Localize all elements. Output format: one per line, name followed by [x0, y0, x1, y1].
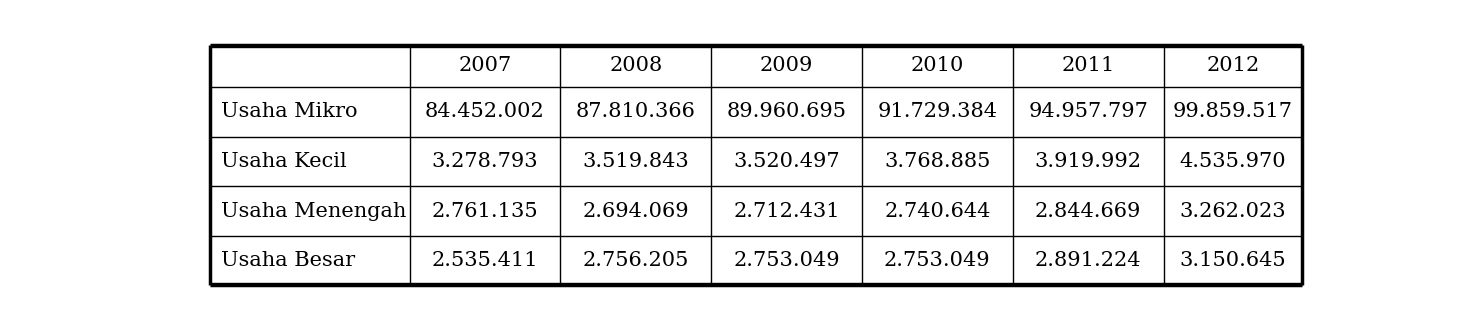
- Text: Usaha Besar: Usaha Besar: [221, 251, 355, 270]
- Text: 2011: 2011: [1062, 56, 1115, 75]
- Text: 84.452.002: 84.452.002: [425, 102, 544, 121]
- Bar: [711, 45, 861, 87]
- Text: 2.694.069: 2.694.069: [583, 201, 689, 220]
- Bar: [861, 137, 1013, 186]
- Bar: [410, 87, 560, 137]
- Text: Usaha Mikro: Usaha Mikro: [221, 102, 357, 121]
- Text: 2012: 2012: [1207, 56, 1260, 75]
- Text: 3.919.992: 3.919.992: [1034, 152, 1142, 171]
- Text: 2.756.205: 2.756.205: [583, 251, 689, 270]
- Text: 3.768.885: 3.768.885: [884, 152, 991, 171]
- Text: 2.740.644: 2.740.644: [884, 201, 991, 220]
- Text: 87.810.366: 87.810.366: [575, 102, 696, 121]
- Text: 2010: 2010: [910, 56, 965, 75]
- Bar: [410, 186, 560, 236]
- Text: 4.535.970: 4.535.970: [1180, 152, 1286, 171]
- Bar: [861, 186, 1013, 236]
- Bar: [560, 45, 711, 87]
- Bar: [861, 87, 1013, 137]
- Bar: [209, 45, 410, 87]
- Text: 2.753.049: 2.753.049: [884, 251, 991, 270]
- Text: 2.712.431: 2.712.431: [733, 201, 839, 220]
- Text: 91.729.384: 91.729.384: [878, 102, 997, 121]
- Bar: [560, 137, 711, 186]
- Text: 3.262.023: 3.262.023: [1180, 201, 1286, 220]
- Bar: [209, 236, 410, 285]
- Bar: [861, 236, 1013, 285]
- Bar: [861, 45, 1013, 87]
- Text: 2007: 2007: [459, 56, 512, 75]
- Text: 2.535.411: 2.535.411: [432, 251, 538, 270]
- Bar: [410, 45, 560, 87]
- Bar: [209, 137, 410, 186]
- Text: 99.859.517: 99.859.517: [1173, 102, 1294, 121]
- Text: Usaha Kecil: Usaha Kecil: [221, 152, 347, 171]
- Bar: [1013, 186, 1164, 236]
- Bar: [410, 236, 560, 285]
- Bar: [1164, 236, 1302, 285]
- Bar: [560, 87, 711, 137]
- Text: 94.957.797: 94.957.797: [1028, 102, 1148, 121]
- Bar: [1164, 87, 1302, 137]
- Bar: [410, 137, 560, 186]
- Text: 89.960.695: 89.960.695: [727, 102, 847, 121]
- Bar: [1164, 186, 1302, 236]
- Bar: [1164, 137, 1302, 186]
- Text: 3.278.793: 3.278.793: [432, 152, 538, 171]
- Text: 2.761.135: 2.761.135: [432, 201, 538, 220]
- Bar: [1013, 236, 1164, 285]
- Bar: [711, 87, 861, 137]
- Bar: [1164, 45, 1302, 87]
- Bar: [1013, 45, 1164, 87]
- Bar: [711, 137, 861, 186]
- Bar: [560, 186, 711, 236]
- Text: 2.844.669: 2.844.669: [1035, 201, 1142, 220]
- Text: 2.891.224: 2.891.224: [1035, 251, 1142, 270]
- Text: 3.519.843: 3.519.843: [583, 152, 689, 171]
- Bar: [560, 236, 711, 285]
- Text: 2008: 2008: [609, 56, 662, 75]
- Bar: [209, 186, 410, 236]
- Bar: [1013, 87, 1164, 137]
- Bar: [1013, 137, 1164, 186]
- Text: 3.520.497: 3.520.497: [733, 152, 839, 171]
- Bar: [711, 236, 861, 285]
- Text: Usaha Menengah: Usaha Menengah: [221, 201, 406, 220]
- Bar: [711, 186, 861, 236]
- Text: 2009: 2009: [760, 56, 813, 75]
- Bar: [209, 87, 410, 137]
- Text: 2.753.049: 2.753.049: [733, 251, 839, 270]
- Text: 3.150.645: 3.150.645: [1180, 251, 1286, 270]
